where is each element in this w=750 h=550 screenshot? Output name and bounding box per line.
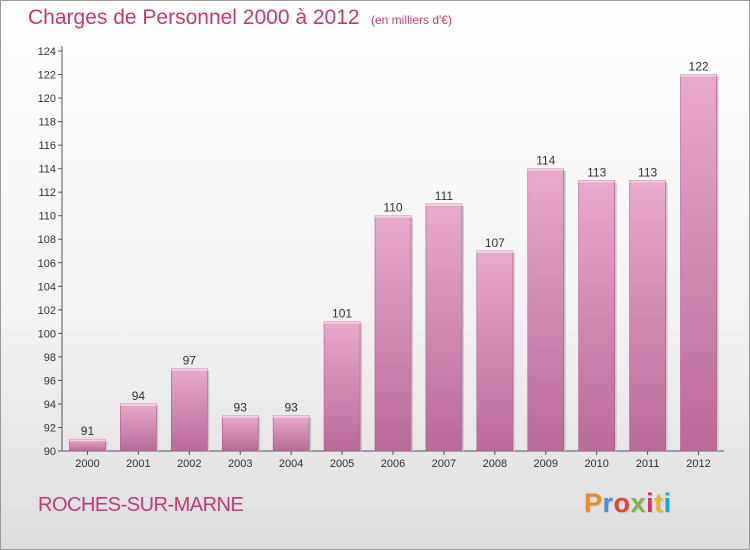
bar-top-highlight xyxy=(578,180,615,183)
logo-letter: P xyxy=(584,488,603,518)
x-tick-label: 2001 xyxy=(126,458,150,470)
bar-top-highlight xyxy=(273,415,310,418)
chart-subtitle: (en milliers d'€) xyxy=(371,13,452,27)
bar-value-label: 91 xyxy=(81,424,95,438)
bar-value-label: 113 xyxy=(587,165,606,179)
x-tick-label: 2008 xyxy=(483,458,507,470)
proxiti-logo: Proxiti xyxy=(584,488,672,519)
y-tick-label: 106 xyxy=(38,258,56,270)
bar xyxy=(374,215,412,452)
bar-top-highlight xyxy=(120,403,157,406)
y-tick-label: 98 xyxy=(44,352,56,364)
bar-top-highlight xyxy=(629,180,666,183)
bar xyxy=(221,415,259,452)
logo-letter: i xyxy=(646,488,655,518)
logo-letter: t xyxy=(654,488,664,518)
bar-value-label: 107 xyxy=(485,236,505,250)
bar-top-highlight xyxy=(425,203,462,206)
chart-labels: 91 2000 94 2001 97 2002 93 2003 93 2004 101 2005 110… xyxy=(75,60,711,470)
y-tick-label: 112 xyxy=(38,187,56,199)
x-tick-label: 2012 xyxy=(686,458,710,470)
x-tick-label: 2010 xyxy=(584,458,608,470)
bar-value-label: 97 xyxy=(183,354,197,368)
logo-letter: r xyxy=(602,488,614,518)
x-tick-label: 2000 xyxy=(75,458,99,470)
bar-value-label: 110 xyxy=(383,201,402,215)
x-tick-label: 2005 xyxy=(330,458,354,470)
bar-value-label: 113 xyxy=(638,165,657,179)
x-tick-label: 2003 xyxy=(228,458,252,470)
bar-value-label: 114 xyxy=(536,154,555,168)
bar xyxy=(476,250,514,452)
bar-value-label: 101 xyxy=(332,307,352,321)
chart-title: Charges de Personnel 2000 à 2012 xyxy=(28,6,360,29)
y-tick-label: 96 xyxy=(44,375,56,387)
bar xyxy=(578,180,615,452)
logo-letter: x xyxy=(630,488,647,518)
bar-top-highlight xyxy=(476,251,513,253)
y-tick-label: 114 xyxy=(38,164,56,176)
x-tick-label: 2006 xyxy=(381,458,405,470)
bar-top-highlight xyxy=(680,74,717,77)
bar xyxy=(680,74,717,452)
y-tick-label: 104 xyxy=(38,281,56,293)
y-tick-label: 94 xyxy=(44,399,56,411)
chart-bars xyxy=(69,74,719,452)
x-tick-label: 2002 xyxy=(177,458,201,470)
bar-value-label: 93 xyxy=(284,401,298,415)
bar xyxy=(323,321,361,452)
y-tick-label: 120 xyxy=(38,93,56,105)
bar xyxy=(272,415,310,452)
y-tick-label: 108 xyxy=(38,234,56,246)
y-tick-label: 90 xyxy=(44,446,56,458)
y-tick-label: 110 xyxy=(38,211,56,223)
x-tick-label: 2011 xyxy=(636,458,660,470)
bar xyxy=(120,403,157,452)
y-tick-label: 122 xyxy=(38,70,56,82)
bar-top-highlight xyxy=(69,439,106,442)
bar-value-label: 94 xyxy=(132,389,146,403)
bar-value-label: 122 xyxy=(689,60,709,74)
bar xyxy=(527,168,565,452)
x-tick-label: 2009 xyxy=(534,458,558,470)
bar xyxy=(629,180,666,452)
bar-value-label: 111 xyxy=(435,189,454,203)
bar-top-highlight xyxy=(375,215,411,218)
bar xyxy=(425,203,463,452)
y-tick-label: 92 xyxy=(44,422,56,434)
y-tick-label: 100 xyxy=(38,328,56,340)
commune-name: ROCHES-SUR-MARNE xyxy=(38,494,244,516)
logo-letter: o xyxy=(613,488,631,518)
x-tick-label: 2007 xyxy=(432,458,456,470)
x-tick-label: 2004 xyxy=(279,458,303,470)
y-tick-label: 116 xyxy=(38,140,56,152)
y-tick-label: 118 xyxy=(38,117,56,129)
bar-value-label: 93 xyxy=(234,401,248,415)
y-tick-label: 102 xyxy=(38,305,56,317)
bar-top-highlight xyxy=(171,368,208,371)
logo-letter: i xyxy=(663,488,672,518)
bar-top-highlight xyxy=(527,168,564,171)
bar xyxy=(171,368,208,452)
bar-top-highlight xyxy=(324,321,361,324)
y-tick-label: 124 xyxy=(38,46,56,58)
bar-top-highlight xyxy=(222,415,259,418)
